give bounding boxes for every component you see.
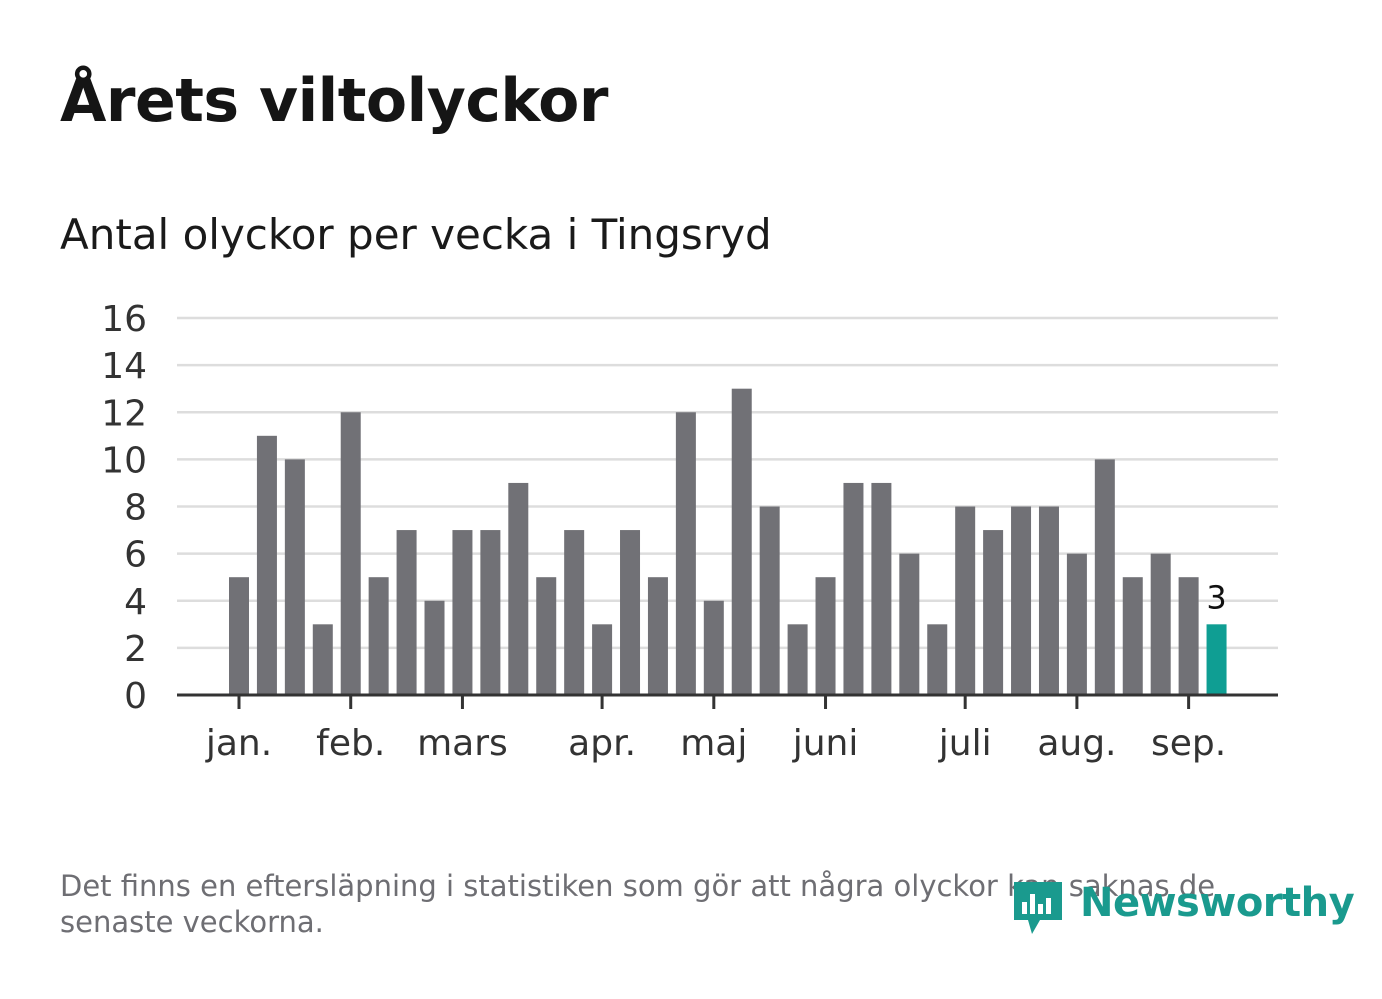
bar — [815, 577, 836, 695]
bar — [340, 412, 361, 695]
x-tick-label: apr. — [568, 723, 636, 764]
bar — [1066, 553, 1087, 695]
bar — [564, 530, 585, 695]
y-tick-label: 6 — [124, 535, 147, 576]
bar — [284, 459, 305, 695]
bar — [396, 530, 417, 695]
x-tick-label: feb. — [316, 723, 385, 764]
bars: 3 — [229, 388, 1227, 695]
bar-value-label: 3 — [1206, 578, 1226, 616]
bar — [675, 412, 696, 695]
bar — [899, 553, 920, 695]
y-tick-label: 16 — [101, 299, 147, 340]
bar — [1011, 506, 1032, 695]
bar — [955, 506, 976, 695]
bar — [1038, 506, 1059, 695]
x-axis: jan. feb. mars apr. maj juni juli aug. sep. — [177, 693, 1278, 764]
bar — [620, 530, 641, 695]
chart-title: Årets viltolyckor — [60, 66, 609, 136]
bar — [703, 600, 724, 695]
bar — [1122, 577, 1143, 695]
bar — [843, 482, 864, 695]
y-tick-label: 10 — [101, 440, 147, 481]
y-tick-label: 12 — [101, 393, 147, 434]
bar — [731, 388, 752, 695]
bar — [1094, 459, 1115, 695]
bar — [256, 435, 277, 695]
x-tick-label: juli — [938, 723, 992, 764]
x-tick-label: aug. — [1037, 723, 1116, 764]
bar — [759, 506, 780, 695]
bar — [368, 577, 389, 695]
y-axis-ticks: 0 2 4 6 8 10 12 14 16 — [101, 299, 147, 717]
bar — [480, 530, 501, 695]
brand-name: Newsworthy — [1080, 880, 1355, 926]
y-tick-label: 0 — [124, 676, 147, 717]
bar — [536, 577, 557, 695]
bar — [592, 624, 613, 695]
bar — [787, 624, 808, 695]
x-tick-label: jan. — [205, 723, 272, 764]
bar — [312, 624, 333, 695]
chart-subtitle: Antal olyckor per vecka i Tingsryd — [60, 210, 772, 259]
bar — [927, 624, 948, 695]
x-tick-label: mars — [417, 723, 508, 764]
bar — [983, 530, 1004, 695]
y-tick-label: 14 — [101, 346, 147, 387]
bar — [1150, 553, 1171, 695]
x-tick-label: juni — [792, 723, 859, 764]
bar — [508, 482, 529, 695]
bar — [452, 530, 473, 695]
bar — [229, 577, 249, 695]
bar — [1178, 577, 1199, 695]
x-tick-label: maj — [680, 723, 747, 764]
bar — [871, 482, 892, 695]
bar — [424, 600, 445, 695]
highlight-bar — [1206, 624, 1227, 695]
y-tick-label: 4 — [124, 582, 147, 623]
y-tick-label: 2 — [124, 629, 147, 670]
x-tick-label: sep. — [1151, 723, 1226, 764]
y-tick-label: 8 — [124, 488, 147, 529]
bar — [647, 577, 668, 695]
newsworthy-logo-icon — [1014, 882, 1062, 934]
